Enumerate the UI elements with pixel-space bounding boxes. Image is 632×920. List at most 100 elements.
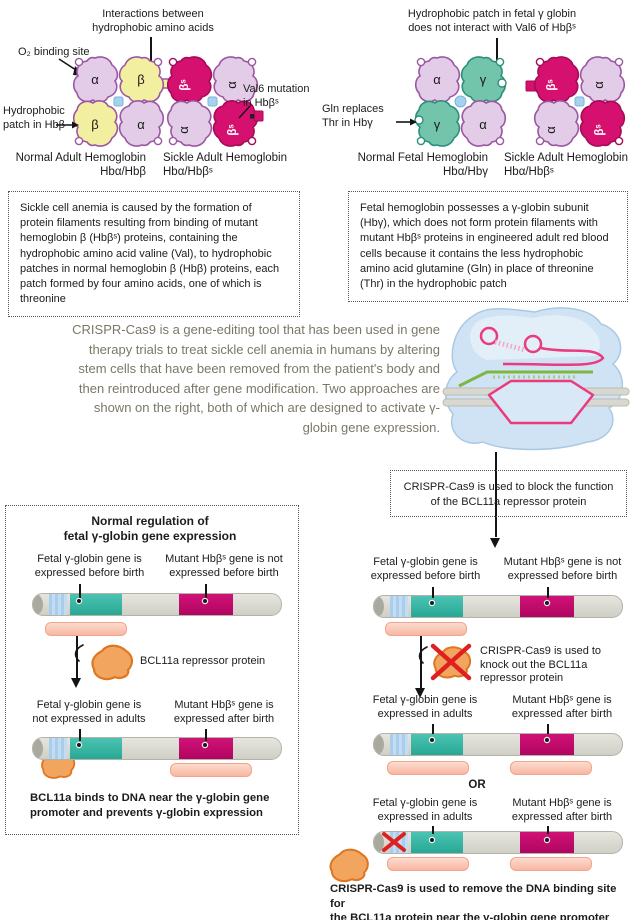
subunit-label: γ: [434, 117, 441, 132]
bar-end-cap: [374, 832, 384, 853]
sgrna-hairpin: [523, 334, 543, 354]
pointer-line: [547, 724, 549, 734]
gene-label: Mutant Hbβˢ gene is expressed after birt…: [511, 694, 613, 720]
gene-bar: [373, 831, 623, 854]
sgrna-ladder: [494, 339, 526, 353]
heme-center: [574, 96, 585, 107]
pointer-line: [547, 587, 549, 598]
subunit-label: α: [479, 117, 487, 132]
hbbs-gene-segment: [520, 596, 574, 617]
gln-site-dot: [497, 78, 507, 88]
normal-fetal-tetramer: α γ γ α: [414, 56, 507, 147]
heme-center: [454, 95, 467, 108]
guide-rna: [458, 370, 593, 388]
crispr-intro-paragraph: CRISPR-Cas9 is a gene-editing tool that …: [72, 322, 440, 435]
subunit-label: α: [91, 72, 99, 87]
bcl11a-binding-site-segment: [49, 738, 67, 759]
subunit-label: β: [137, 72, 144, 87]
pointer-dot: [545, 838, 549, 842]
right-panel-caption: CRISPR-Cas9 is used to remove the DNA bi…: [330, 883, 617, 920]
pointer-line: [205, 729, 207, 741]
normal-adult-title: Normal Adult Hemoglobin Hbα/Hbβ: [15, 152, 146, 179]
pointer-dot: [430, 601, 434, 605]
pointer-dot: [545, 601, 549, 605]
gamma-globin-gene-segment: [411, 734, 463, 755]
gene-label: Mutant Hbβˢ gene is expressed after birt…: [173, 699, 275, 725]
adult-hemoglobin-molecules: α β β α βˢ α α βˢ: [72, 56, 264, 147]
interactions-label: Interactions between hydrophobic amino a…: [92, 8, 214, 34]
knockout-label: CRISPR-Cas9 is used to knock out the BCL…: [480, 645, 602, 685]
val6-tab: [253, 110, 264, 122]
gamma-globin-gene-segment: [70, 594, 122, 615]
gene-bar: [373, 733, 623, 756]
pointer-dot: [203, 599, 207, 603]
gene-label: Fetal γ-globin gene is not expressed in …: [32, 699, 146, 725]
pointer-dot: [77, 599, 81, 603]
gene-bar: [32, 593, 282, 616]
arrow-line: [495, 452, 497, 537]
pointer-dot: [545, 738, 549, 742]
arrow-line: [496, 38, 498, 62]
knockout-x-icon: [430, 643, 472, 681]
pointer-line: [432, 826, 434, 834]
subunit-label: βˢ: [594, 124, 606, 136]
bcl11a-binding-site-segment: [390, 734, 408, 755]
sickle-adult-tetramer: βˢ α α βˢ: [525, 56, 626, 147]
or-label: OR: [468, 779, 486, 791]
arrow-line: [420, 636, 422, 688]
hbbs-gene-segment: [179, 738, 233, 759]
mrna-rod: [387, 761, 469, 775]
mrna-rod: [387, 857, 469, 871]
subunit-label: β: [91, 117, 98, 132]
bar-end-cap: [374, 596, 384, 617]
gln-arrow-icon: [396, 118, 417, 126]
dna-loop: [487, 379, 595, 425]
left-panel-caption: BCL11a binds to DNA near the γ-globin ge…: [30, 792, 270, 819]
subunit-label: α: [137, 117, 145, 132]
bcl11a-binding-site-segment: [49, 594, 67, 615]
gamma-globin-gene-segment: [70, 738, 122, 759]
pointer-dot: [203, 743, 207, 747]
pointer-line: [205, 584, 207, 598]
mrna-rod: [45, 622, 127, 636]
subunit-label: α: [224, 81, 239, 89]
subunit-label: βˢ: [227, 124, 239, 136]
gene-label: Mutant Hbβˢ gene is not expressed before…: [165, 553, 283, 579]
fetal-patch-label: Hydrophobic patch in fetal γ globin does…: [407, 8, 577, 34]
subunit-label: α: [176, 126, 191, 134]
bcl11a-label: BCL11a repressor protein: [140, 655, 266, 667]
bcl11a-displaced-blob: [329, 848, 369, 883]
removed-site-x-icon: [382, 832, 406, 852]
bcl11a-binding-site-segment: [390, 596, 408, 617]
pointer-line: [432, 724, 434, 734]
pointer-line: [79, 584, 81, 598]
block-function-box: CRISPR-Cas9 is used to block the functio…: [390, 470, 627, 517]
gene-label: Mutant Hbβˢ gene is not expressed before…: [503, 556, 622, 582]
gene-label: Mutant Hbβˢ gene is expressed after birt…: [511, 797, 613, 823]
hbbs-gene-segment: [179, 594, 233, 615]
bcl11a-protein-blob: [91, 644, 134, 681]
sgrna-strand: [502, 346, 605, 367]
arrow-down-icon: [71, 678, 81, 688]
sickle-adult-title: Sickle Adult Hemoglobin Hbα/Hbβˢ: [504, 152, 629, 179]
val6-pointer-line: [238, 105, 251, 119]
gamma-globin-gene-segment: [411, 832, 463, 853]
gene-label: Fetal γ-globin gene is expressed in adul…: [372, 797, 478, 823]
pointer-line: [432, 587, 434, 598]
subunit-label: α: [433, 72, 441, 87]
hydrophobic-arrow-icon: [56, 121, 79, 129]
bar-end-cap: [33, 594, 43, 615]
gene-label: Fetal γ-globin gene is expressed before …: [370, 556, 481, 582]
subunit-label: γ: [480, 72, 487, 87]
arrow-line: [150, 37, 152, 64]
gene-label: Fetal γ-globin gene is expressed in adul…: [372, 694, 478, 720]
gln-replaces-label: Gln replaces Thr in Hbγ: [322, 103, 384, 129]
cas9-illustration: [442, 307, 630, 451]
mrna-rod: [385, 622, 467, 636]
o2-binding-site-label: O₂ binding site: [18, 46, 90, 58]
subunit-label: α: [543, 126, 558, 134]
arrow-line: [76, 636, 78, 678]
gene-bar: [373, 595, 623, 618]
pointer-dot: [430, 838, 434, 842]
